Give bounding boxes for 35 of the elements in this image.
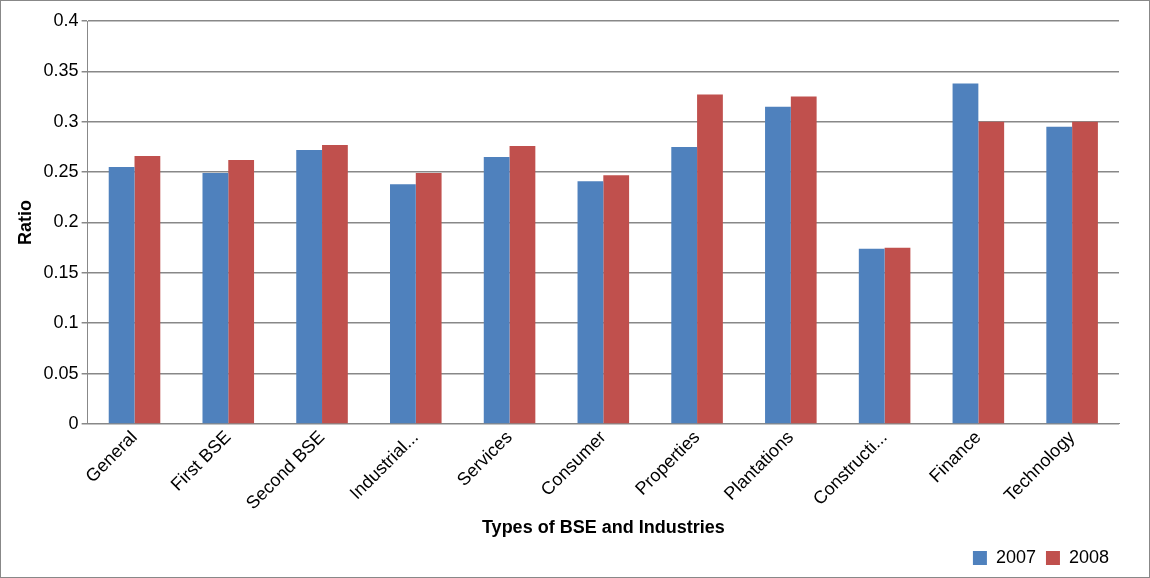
- bar: [1046, 126, 1073, 424]
- bar: [134, 155, 161, 424]
- bar: [296, 149, 323, 424]
- bar: [202, 173, 229, 424]
- bar: [390, 184, 416, 424]
- bar: [952, 83, 979, 424]
- y-tick-label: 0.35: [43, 60, 79, 81]
- bar: [1072, 121, 1098, 424]
- bar: [483, 157, 510, 424]
- y-tick-label: 0.15: [43, 261, 79, 282]
- y-tick-label: 0.05: [43, 362, 79, 383]
- y-tick-label: 0.25: [43, 161, 79, 182]
- bar: [790, 96, 817, 424]
- bar: [509, 145, 536, 424]
- y-tick-label: 0.3: [53, 110, 79, 131]
- bar: [697, 94, 723, 424]
- y-axis-title: Ratio: [14, 199, 35, 245]
- bar: [108, 167, 135, 424]
- y-tick-label: 0.4: [53, 9, 79, 30]
- bar: [858, 248, 885, 424]
- bar: [228, 160, 255, 424]
- y-tick-label: 0: [68, 412, 79, 433]
- bar: [322, 144, 348, 424]
- bar: [884, 247, 911, 424]
- bar: [765, 106, 791, 424]
- legend-label: 2007: [995, 546, 1036, 567]
- x-axis-title: Types of BSE and Industries: [481, 517, 725, 538]
- bar: [415, 173, 442, 424]
- bar: [671, 146, 698, 424]
- bar: [978, 121, 1005, 424]
- y-tick-label: 0.1: [53, 312, 79, 333]
- y-tick-label: 0.2: [53, 211, 79, 232]
- bar: [577, 181, 604, 424]
- legend-label: 2008: [1068, 546, 1109, 567]
- bar: [603, 175, 630, 424]
